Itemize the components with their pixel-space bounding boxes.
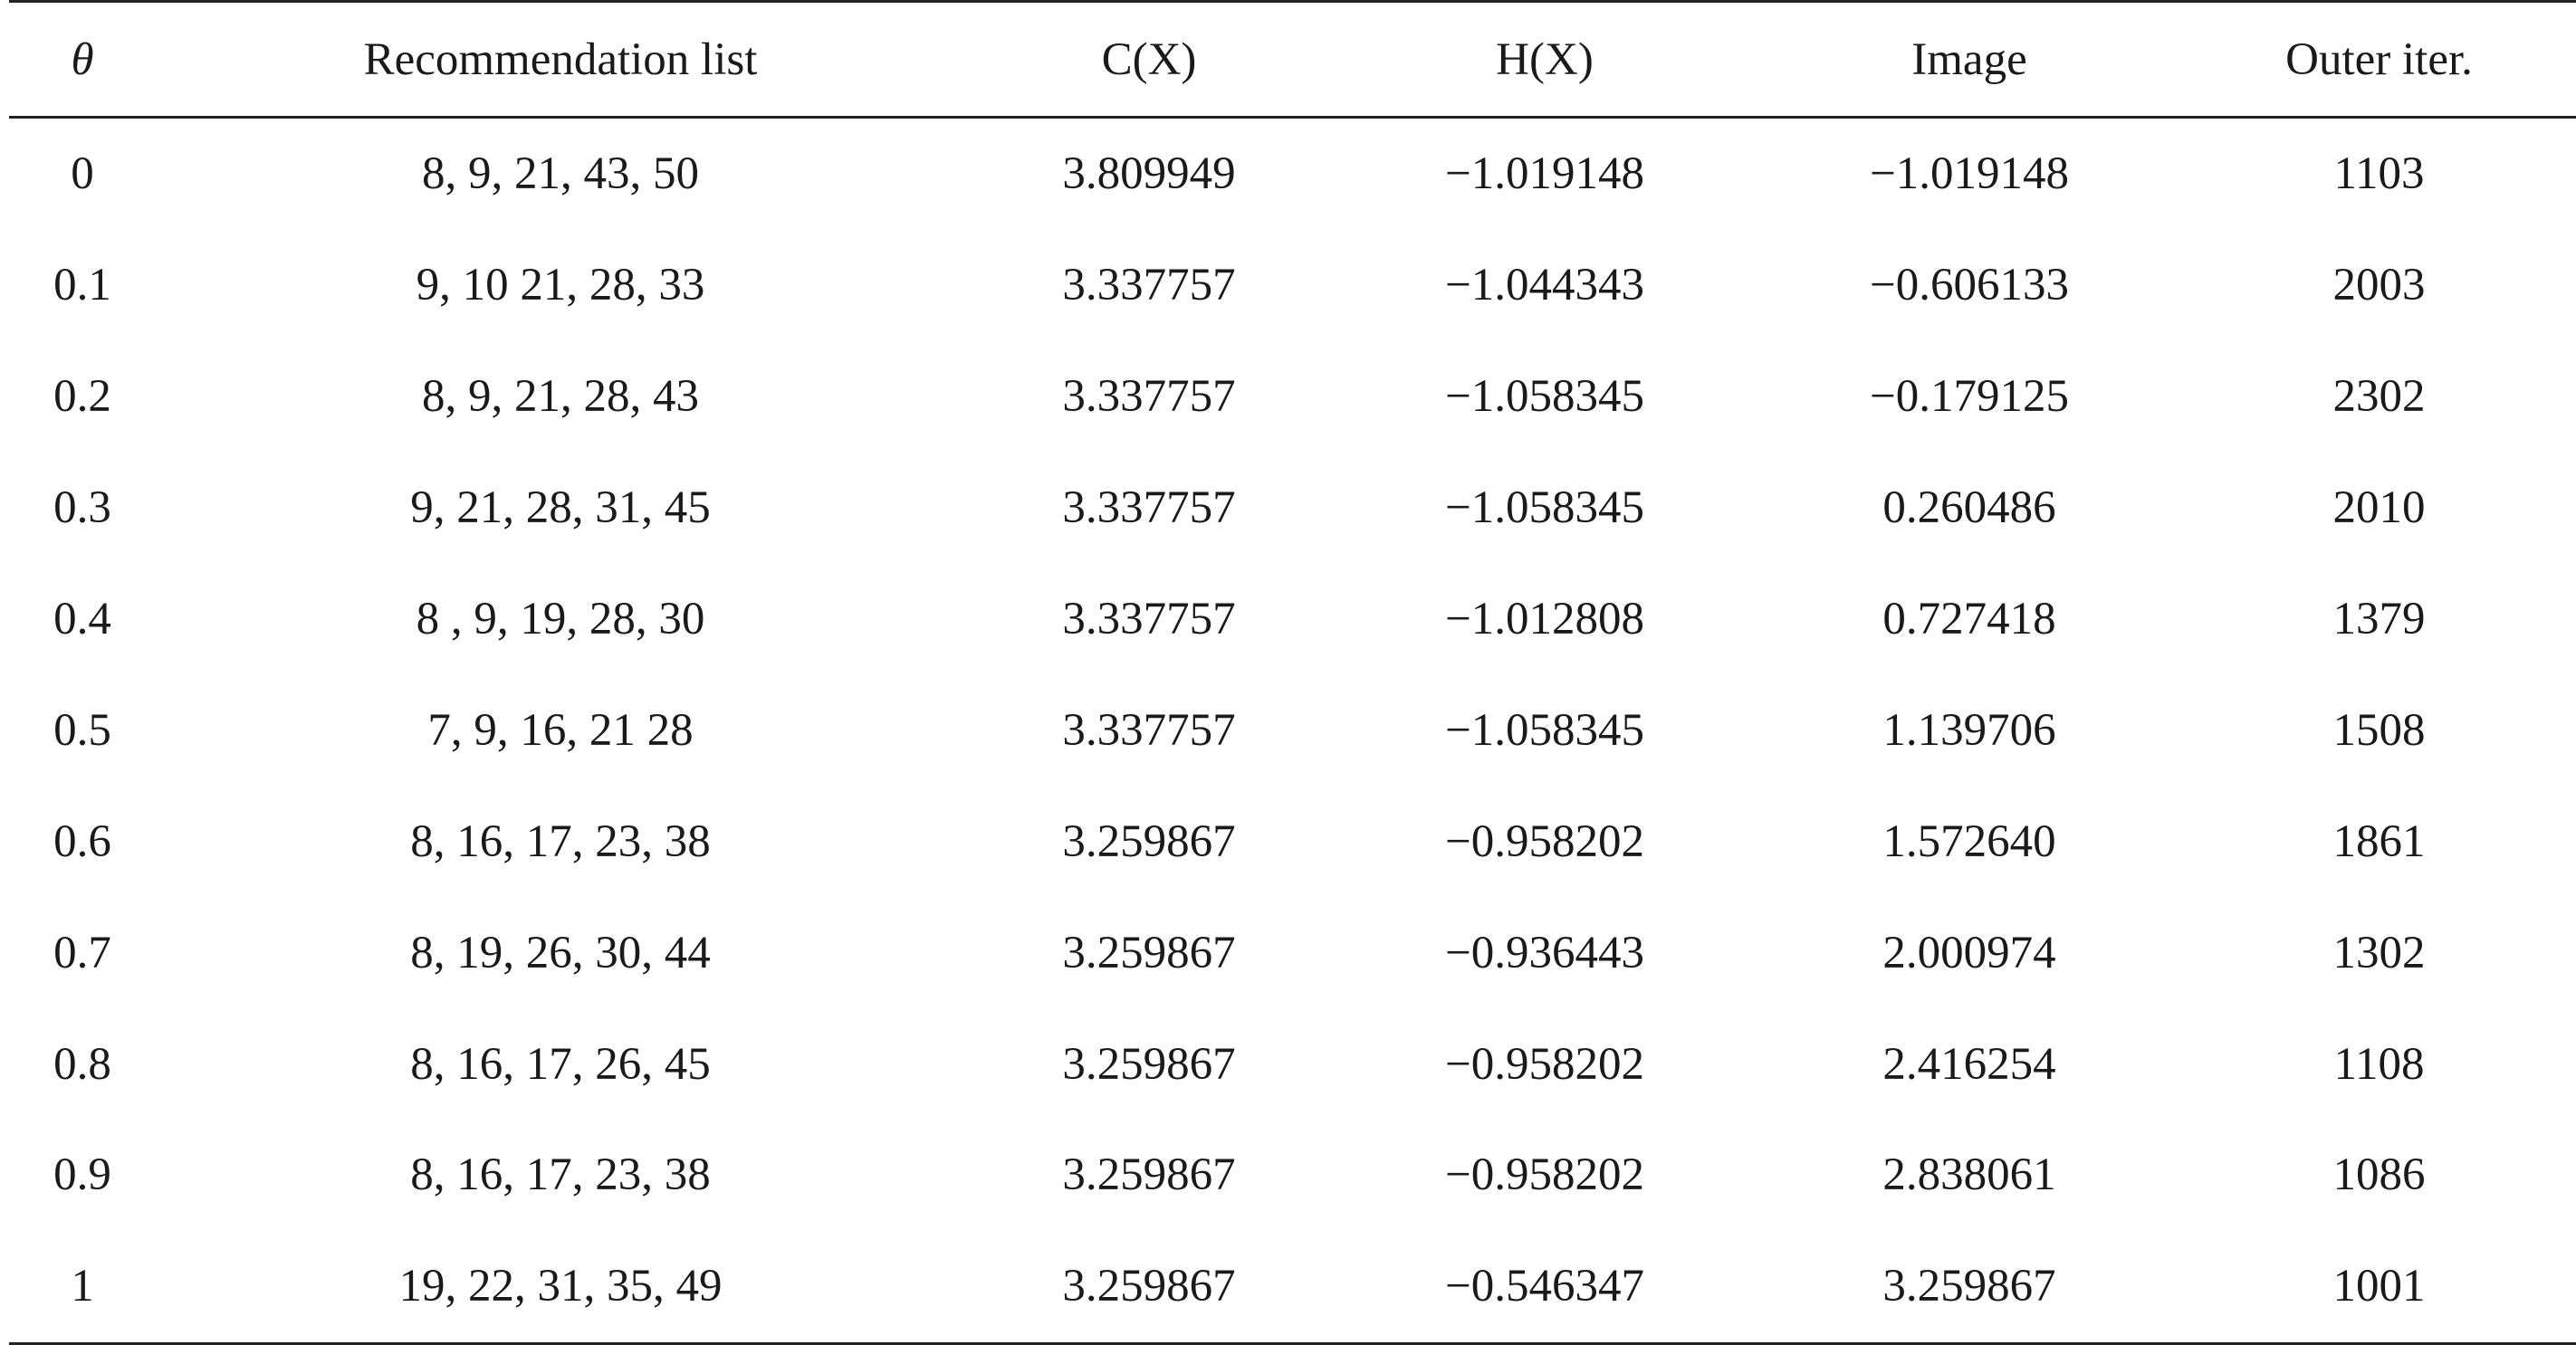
cell-theta: 1 — [9, 1230, 156, 1345]
cell-recommendation-list: 7, 9, 16, 21 28 — [427, 704, 694, 756]
cell-theta: 0.8 — [53, 1038, 111, 1090]
cell-hx: −1.058345 — [1444, 371, 1644, 423]
cell-theta: 0.3 — [53, 482, 111, 534]
table-row: 1 19, 22, 31, 35, 49 3.259867 −0.546347 … — [9, 1230, 2576, 1345]
cell-cx: 3.259867 — [1062, 1149, 1236, 1201]
cell-cx: 3.337757 — [1062, 704, 1236, 756]
cell-recommendation-list: 8, 9, 21, 43, 50 — [422, 148, 699, 200]
cell-outer-iter: 1086 — [2332, 1149, 2426, 1201]
cell-image: −1.019148 — [1869, 148, 2069, 200]
cell-outer-iter: 1103 — [2333, 148, 2425, 200]
cell-cx: 3.259867 — [1062, 1038, 1236, 1090]
cell-hx: −0.936443 — [1444, 927, 1644, 978]
cell-outer-iter: 1379 — [2332, 594, 2426, 644]
cell-outer-iter: 2302 — [2332, 371, 2426, 423]
cell-theta: 0.1 — [53, 260, 111, 311]
cell-hx: −1.044343 — [1444, 260, 1644, 311]
cell-theta: 0.6 — [53, 816, 111, 867]
cell-image: 1.572640 — [1882, 816, 2056, 867]
cell-recommendation-list: 9, 21, 28, 31, 45 — [410, 482, 711, 534]
cell-image: 2.838061 — [1882, 1149, 2056, 1201]
header-image: Image — [1757, 0, 2182, 119]
cell-outer-iter: 2003 — [2332, 260, 2426, 311]
cell-recommendation-list: 9, 10 21, 28, 33 — [416, 260, 705, 311]
table-row: 0.5 7, 9, 16, 21 28 3.337757 −1.058345 1… — [9, 674, 2576, 786]
table-row: 0.3 9, 21, 28, 31, 45 3.337757 −1.058345… — [9, 453, 2576, 564]
cell-recommendation-list: 8, 16, 17, 23, 38 — [410, 816, 711, 867]
cell-image: 2.000974 — [1882, 927, 2056, 978]
header-hx: H(X) — [1333, 0, 1757, 119]
cell-outer-iter: 1861 — [2332, 816, 2426, 867]
table-row: 0.7 8, 19, 26, 30, 44 3.259867 −0.936443… — [9, 897, 2576, 1008]
cell-cx: 3.337757 — [1062, 260, 1236, 311]
table-row: 0.6 8, 16, 17, 23, 38 3.259867 −0.958202… — [9, 786, 2576, 897]
cell-hx: −1.058345 — [1444, 704, 1644, 756]
cell-recommendation-list: 8, 16, 17, 23, 38 — [410, 1149, 711, 1201]
header-row: θ Recommendation list C(X) H(X) Image Ou… — [9, 0, 2576, 119]
table-header: θ Recommendation list C(X) H(X) Image Ou… — [9, 0, 2576, 119]
cell-recommendation-list: 19, 22, 31, 35, 49 — [156, 1230, 965, 1345]
cell-cx: 3.809949 — [1062, 148, 1236, 200]
cell-cx: 3.337757 — [1062, 594, 1236, 644]
cell-theta: 0.7 — [53, 927, 111, 978]
cell-recommendation-list: 8 , 9, 19, 28, 30 — [416, 594, 705, 644]
cell-outer-iter: 2010 — [2332, 482, 2426, 534]
cell-image: −0.179125 — [1869, 371, 2069, 423]
cell-outer-iter: 1302 — [2332, 927, 2426, 978]
cell-hx: −0.958202 — [1444, 816, 1644, 867]
cell-image: 0.260486 — [1882, 482, 2056, 534]
cell-hx: −0.546347 — [1333, 1230, 1757, 1345]
results-table-container: θ Recommendation list C(X) H(X) Image Ou… — [9, 0, 2576, 1345]
cell-image: 0.727418 — [1882, 594, 2056, 644]
cell-theta: 0.4 — [53, 594, 111, 644]
cell-outer-iter: 1108 — [2333, 1038, 2425, 1090]
cell-cx: 3.337757 — [1062, 482, 1236, 534]
cell-hx: −1.012808 — [1444, 594, 1644, 644]
cell-theta: 0.9 — [53, 1149, 111, 1201]
cell-cx: 3.259867 — [1062, 816, 1236, 867]
table-row: 0.2 8, 9, 21, 28, 43 3.337757 −1.058345 … — [9, 341, 2576, 453]
cell-cx: 3.259867 — [1062, 927, 1236, 978]
table-row: 0.8 8, 16, 17, 26, 45 3.259867 −0.958202… — [9, 1008, 2576, 1120]
table-row: 0.4 8 , 9, 19, 28, 30 3.337757 −1.012808… — [9, 564, 2576, 675]
cell-recommendation-list: 8, 19, 26, 30, 44 — [410, 927, 711, 978]
cell-outer-iter: 1508 — [2332, 704, 2426, 756]
cell-hx: −1.058345 — [1444, 482, 1644, 534]
cell-theta: 0.2 — [53, 371, 111, 423]
header-recommendation-list: Recommendation list — [156, 0, 965, 119]
cell-hx: −0.958202 — [1444, 1038, 1644, 1090]
results-table: θ Recommendation list C(X) H(X) Image Ou… — [9, 0, 2576, 1345]
table-row: 0 8, 9, 21, 43, 50 3.809949 −1.019148 −1… — [9, 118, 2576, 230]
cell-hx: −1.019148 — [1444, 148, 1644, 200]
cell-cx: 3.337757 — [1062, 371, 1236, 423]
cell-recommendation-list: 8, 16, 17, 26, 45 — [410, 1038, 711, 1090]
cell-image: 2.416254 — [1882, 1038, 2056, 1090]
table-body: 0 8, 9, 21, 43, 50 3.809949 −1.019148 −1… — [9, 118, 2576, 1345]
cell-recommendation-list: 8, 9, 21, 28, 43 — [422, 371, 699, 423]
header-outer-iter: Outer iter. — [2182, 0, 2576, 119]
cell-theta: 0.5 — [53, 704, 111, 756]
cell-image: 1.139706 — [1882, 704, 2056, 756]
cell-theta: 0 — [71, 148, 94, 200]
cell-image: 3.259867 — [1757, 1230, 2182, 1345]
table-row: 0.1 9, 10 21, 28, 33 3.337757 −1.044343 … — [9, 230, 2576, 341]
cell-hx: −0.958202 — [1444, 1149, 1644, 1201]
header-theta: θ — [9, 0, 156, 119]
table-row: 0.9 8, 16, 17, 23, 38 3.259867 −0.958202… — [9, 1120, 2576, 1231]
cell-cx: 3.259867 — [965, 1230, 1333, 1345]
header-cx: C(X) — [965, 0, 1333, 119]
cell-image: −0.606133 — [1869, 260, 2069, 311]
cell-outer-iter: 1001 — [2182, 1230, 2576, 1345]
